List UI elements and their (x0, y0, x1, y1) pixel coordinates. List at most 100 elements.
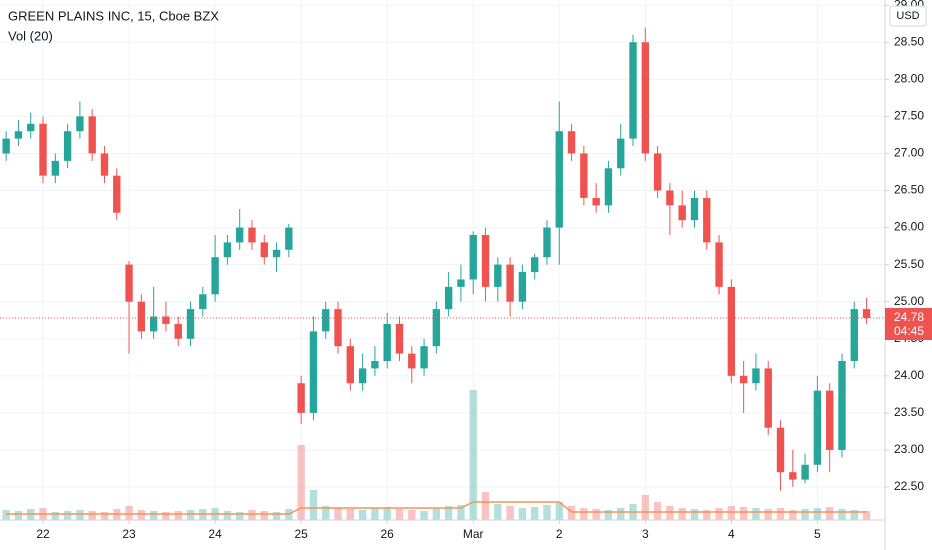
y-tick-label: 27.50 (894, 109, 924, 123)
candle-body (629, 42, 637, 139)
candle-body (715, 242, 723, 287)
volume-bar (481, 492, 490, 520)
candle-body (801, 464, 809, 480)
volume-bar (248, 510, 256, 520)
volume-bar (494, 504, 502, 520)
volume-bar (531, 507, 539, 520)
candle-body (186, 309, 195, 339)
candle-body (850, 309, 858, 361)
volume-bar (76, 510, 84, 520)
x-tick-label: Mar (463, 527, 484, 541)
currency-label: USD (896, 10, 919, 22)
volume-bar (223, 511, 232, 520)
volume-bar (2, 510, 10, 520)
volume-bar (567, 506, 576, 520)
volume-ma-line (6, 501, 867, 515)
x-tick-label: 22 (36, 527, 50, 541)
y-tick-label: 27.00 (894, 146, 924, 160)
candle-body (531, 257, 539, 273)
candle-body (617, 138, 625, 169)
x-tick-label: 26 (381, 527, 395, 541)
y-tick-label: 24.00 (894, 368, 924, 382)
y-tick-label: 28.50 (894, 34, 924, 48)
x-tick-label: 23 (122, 527, 136, 541)
candle-body (666, 190, 674, 206)
volume-bar (850, 510, 858, 520)
x-tick-label: 25 (294, 527, 308, 541)
volume-bar (653, 502, 662, 520)
candle-body (395, 323, 404, 354)
candles (0, 27, 885, 491)
candle-body (346, 346, 354, 384)
volume-bar (813, 508, 822, 520)
y-tick-label: 22.50 (894, 479, 924, 493)
candle-body (506, 264, 514, 302)
y-tick-label: 23.00 (894, 442, 924, 456)
volume-bar (703, 510, 711, 520)
volume-bar (408, 510, 416, 520)
currency-badge[interactable] (889, 5, 927, 27)
volume-bar (432, 508, 441, 520)
candle-body (334, 309, 342, 347)
candle-body (555, 131, 563, 228)
candle-body (272, 249, 281, 258)
candle-body (862, 309, 871, 319)
candle-body (100, 153, 109, 176)
x-tick-label: 5 (814, 527, 821, 541)
candle-body (63, 131, 72, 161)
candle-body (739, 375, 748, 384)
candle-body (199, 294, 207, 310)
volume-bar (371, 508, 379, 520)
candle-body (260, 242, 268, 258)
volume-bar (826, 507, 834, 520)
volume-bar (322, 506, 330, 520)
candle-body (444, 286, 453, 310)
candle-body (248, 227, 256, 243)
candle-body (149, 316, 158, 332)
y-tick-label: 26.00 (894, 220, 924, 234)
candle-body (162, 316, 170, 324)
volume-bar (186, 510, 195, 520)
candle-body (641, 42, 649, 154)
x-tick-label: 4 (728, 527, 735, 541)
candle-body (567, 131, 576, 154)
candle-body (51, 160, 59, 176)
volume-bar (592, 509, 600, 520)
volume-bar (506, 506, 514, 520)
volume-bar (580, 508, 588, 520)
y-tick-label: 26.50 (894, 183, 924, 197)
last-price-badge (885, 308, 932, 341)
candle-body (309, 331, 318, 413)
y-tick-label: 23.50 (894, 405, 924, 419)
y-tick-label: 25.50 (894, 257, 924, 271)
volume-bar (100, 512, 109, 520)
candle-body (39, 123, 47, 176)
volume-bar (162, 512, 170, 520)
candle-body (2, 138, 10, 154)
volume-bar (801, 509, 809, 520)
candle-body (481, 234, 490, 287)
volume-bar (727, 506, 736, 520)
candle-body (236, 227, 244, 243)
volume-bar (690, 509, 699, 520)
volume-bar (125, 506, 133, 520)
volume-bar (469, 390, 477, 520)
last-price-label: 24.78 (894, 310, 924, 324)
candle-body (469, 234, 477, 280)
volume-bar (236, 512, 244, 520)
volume-bar (309, 490, 318, 520)
axes: 22.5023.0023.5024.0024.5025.0025.5026.00… (36, 0, 932, 541)
candle-body (174, 323, 182, 339)
volume-bar (346, 509, 354, 520)
volume-bar (88, 511, 96, 520)
volume-bar (641, 495, 649, 520)
volume-bar (174, 511, 182, 520)
candle-body (813, 390, 822, 465)
candle-body (518, 272, 527, 302)
volume-bar (518, 508, 527, 520)
volume-bar (555, 502, 563, 520)
volume-bar (260, 511, 268, 520)
candle-body (494, 264, 502, 287)
